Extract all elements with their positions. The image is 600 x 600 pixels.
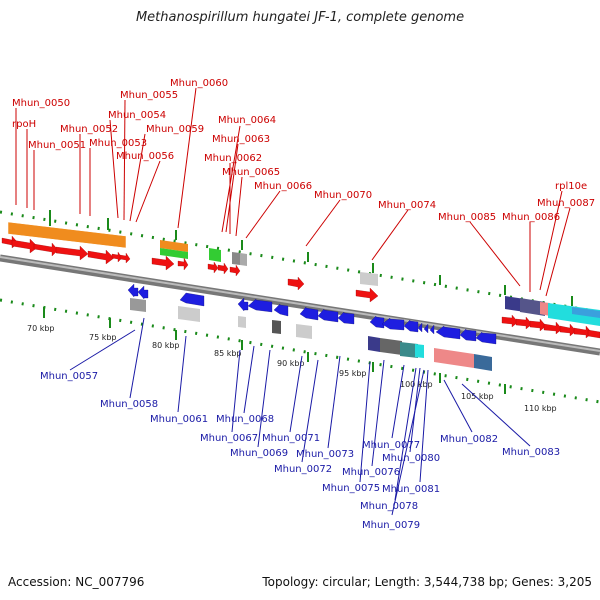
gene-label-mhun-0066: Mhun_0066: [254, 181, 312, 192]
bottom-gene-labels: Mhun_0057 Mhun_0058 Mhun_0061 Mhun_0068 …: [40, 371, 560, 531]
gene-label-mhun-0050: Mhun_0050: [12, 98, 70, 109]
gene-label-mhun-0072: Mhun_0072: [274, 464, 332, 475]
gene-label-mhun-0079: Mhun_0079: [362, 520, 420, 531]
genome-backbone: [0, 254, 600, 356]
gene-label-mhun-0083: Mhun_0083: [502, 447, 560, 458]
major-ticks: [43, 210, 573, 394]
topology-text: Topology: circular; Length: 3,544,738 bp…: [262, 575, 592, 589]
gene-label-mhun-0068: Mhun_0068: [216, 414, 274, 425]
map-title: Methanospirillum hungatei JF-1, complete…: [135, 10, 465, 25]
gene-label-mhun-0075: Mhun_0075: [322, 483, 380, 494]
gene-label-mhun-0064: Mhun_0064: [218, 115, 276, 126]
gene-label-mhun-0055: Mhun_0055: [120, 90, 178, 101]
gene-label-mhun-0065: Mhun_0065: [222, 167, 280, 178]
tick-label-80: 80 kbp: [152, 341, 180, 350]
bottom-leader-lines: [69, 317, 531, 516]
upper-tick-row: [0, 210, 600, 314]
gene-label-mhun-0053: Mhun_0053: [89, 138, 147, 149]
gene-label-mhun-0054: Mhun_0054: [108, 110, 166, 121]
axis-tick-labels: 70 kbp 75 kbp 80 kbp 85 kbp 90 kbp 95 kb…: [27, 324, 557, 413]
tick-label-90: 90 kbp: [277, 359, 305, 368]
cog-blocks-lower: [130, 298, 492, 371]
gene-label-mhun-0061: Mhun_0061: [150, 414, 208, 425]
gene-label-mhun-0085: Mhun_0085: [438, 212, 496, 223]
tick-label-100: 100 kbp: [400, 380, 433, 389]
gene-label-mhun-0060: Mhun_0060: [170, 78, 228, 89]
gene-label-mhun-0067: Mhun_0067: [200, 433, 258, 444]
top-leader-lines: [15, 87, 571, 297]
forward-genes: [1, 235, 600, 339]
tick-label-85: 85 kbp: [214, 349, 242, 358]
gene-label-mhun-0069: Mhun_0069: [230, 448, 288, 459]
cog-blocks-upper: [7, 221, 600, 326]
gene-label-mhun-0080: Mhun_0080: [382, 453, 440, 464]
gene-label-mhun-0051: Mhun_0051: [28, 140, 86, 151]
gene-label-rpl10e: rpl10e: [555, 181, 587, 192]
gene-label-mhun-0057: Mhun_0057: [40, 371, 98, 382]
gene-label-mhun-0063: Mhun_0063: [212, 134, 270, 145]
reverse-genes: [127, 283, 497, 345]
tick-label-105: 105 kbp: [461, 392, 494, 401]
gene-label-mhun-0052: Mhun_0052: [60, 124, 118, 135]
tick-label-95: 95 kbp: [339, 369, 367, 378]
gene-label-mhun-0059: Mhun_0059: [146, 124, 204, 135]
gene-label-mhun-0056: Mhun_0056: [116, 151, 174, 162]
gene-label-mhun-0073: Mhun_0073: [296, 449, 354, 460]
gene-label-mhun-0062: Mhun_0062: [204, 153, 262, 164]
gene-label-mhun-0071: Mhun_0071: [262, 433, 320, 444]
gene-label-mhun-0082: Mhun_0082: [440, 434, 498, 445]
gene-label-rpoh: rpoH: [12, 119, 36, 130]
tick-label-70: 70 kbp: [27, 324, 55, 333]
lower-tick-row: [0, 298, 600, 404]
gene-label-mhun-0078: Mhun_0078: [360, 501, 418, 512]
gene-label-mhun-0058: Mhun_0058: [100, 399, 158, 410]
gene-label-mhun-0074: Mhun_0074: [378, 200, 436, 211]
gene-label-mhun-0087: Mhun_0087: [537, 198, 595, 209]
top-gene-labels: Mhun_0050 rpoH Mhun_0051 Mhun_0052 Mhun_…: [12, 78, 595, 223]
gene-label-mhun-0076: Mhun_0076: [342, 467, 400, 478]
tick-label-75: 75 kbp: [89, 333, 117, 342]
accession-text: Accession: NC_007796: [8, 575, 145, 589]
gene-label-mhun-0081: Mhun_0081: [382, 484, 440, 495]
gene-label-mhun-0070: Mhun_0070: [314, 190, 372, 201]
gene-label-mhun-0077: Mhun_0077: [362, 440, 420, 451]
gene-label-mhun-0086: Mhun_0086: [502, 212, 560, 223]
tick-label-110: 110 kbp: [524, 404, 557, 413]
